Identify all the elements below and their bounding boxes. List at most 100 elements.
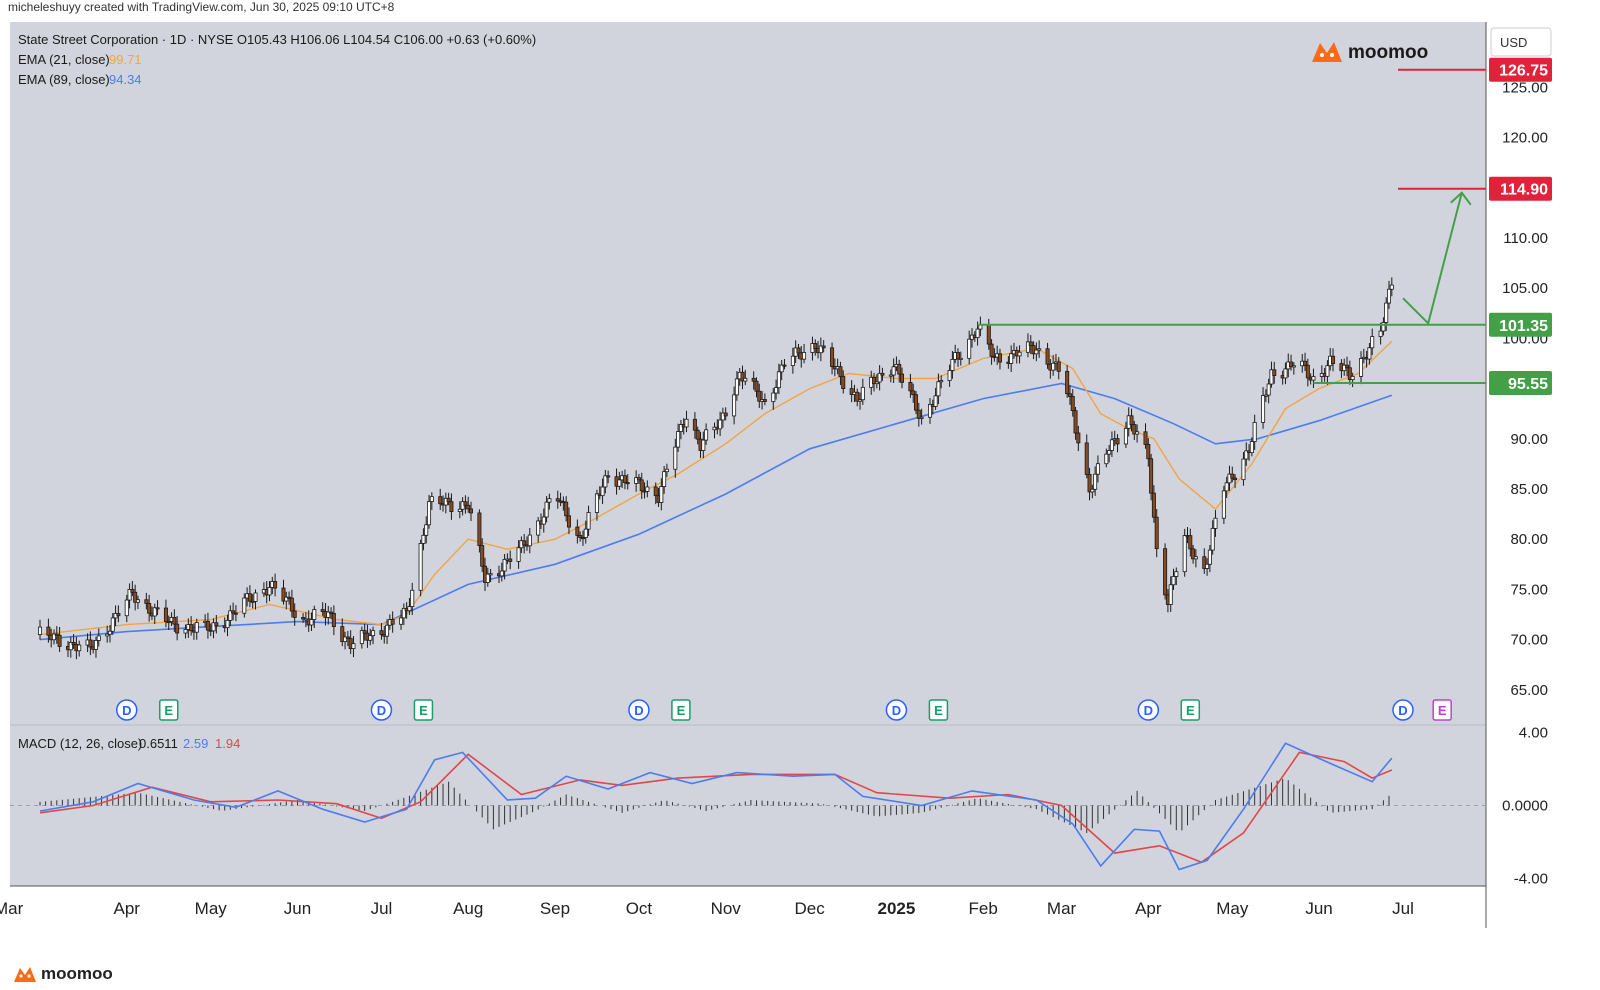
price-candle xyxy=(242,593,247,618)
price-candle xyxy=(625,474,630,490)
level-badge xyxy=(1489,371,1552,396)
price-candle xyxy=(105,625,110,643)
brand-name: moomoo xyxy=(1348,42,1428,63)
price-candle xyxy=(463,495,468,514)
price-tick-label: 70.00 xyxy=(1510,632,1548,649)
price-candle xyxy=(936,373,941,405)
price-candle xyxy=(516,540,521,569)
earnings-marker xyxy=(928,699,949,721)
price-candle xyxy=(1311,368,1316,388)
price-candle xyxy=(273,573,278,597)
price-candle xyxy=(541,508,546,533)
ema21-legend-value: 99.71 xyxy=(109,52,142,67)
macd-tick-label: 0.0000 xyxy=(1502,798,1548,815)
price-candle xyxy=(155,600,160,616)
price-candle xyxy=(536,517,541,543)
price-candle xyxy=(488,568,493,583)
price-candle xyxy=(1224,476,1229,498)
price-tick-label: 110.00 xyxy=(1503,230,1548,247)
price-candle xyxy=(1149,453,1154,501)
time-tick-label: Mar xyxy=(0,899,24,918)
price-candle xyxy=(1090,484,1095,499)
price-candle xyxy=(1031,341,1036,360)
price-candle xyxy=(284,591,289,610)
price-candle xyxy=(477,509,482,553)
time-tick-label: May xyxy=(1216,899,1249,918)
price-candle xyxy=(163,599,168,628)
price-candle xyxy=(166,615,171,631)
projection-arrow-head xyxy=(1450,191,1472,206)
price-candle xyxy=(124,594,129,623)
level-label: 126.75 xyxy=(1499,63,1548,80)
price-candle xyxy=(790,347,795,374)
price-candle xyxy=(841,370,846,394)
price-candle xyxy=(1205,558,1210,576)
price-candle xyxy=(664,463,669,478)
price-candle xyxy=(678,420,683,440)
price-candle xyxy=(508,550,513,570)
earnings-marker-label: E xyxy=(1438,703,1447,718)
price-candle xyxy=(343,631,348,650)
earnings-marker xyxy=(1180,699,1201,721)
price-candle xyxy=(1303,352,1308,372)
time-tick-label: Mar xyxy=(1047,899,1077,918)
dividend-marker-label: D xyxy=(892,703,901,718)
price-candle xyxy=(594,489,599,521)
price-candle xyxy=(214,615,219,634)
price-candle xyxy=(96,628,101,647)
price-candle xyxy=(359,626,364,649)
price-candle xyxy=(1129,408,1134,432)
price-candle xyxy=(312,605,317,628)
price-candle xyxy=(1289,354,1294,371)
level-label: 95.55 xyxy=(1508,376,1548,393)
price-candle xyxy=(522,534,527,554)
price-candle xyxy=(1025,333,1030,358)
ema21-legend-label: EMA (21, close) xyxy=(18,52,110,67)
price-candle xyxy=(320,602,325,616)
price-candle xyxy=(874,374,879,389)
price-candle xyxy=(46,618,51,643)
price-candle xyxy=(617,471,622,490)
price-candle xyxy=(880,367,885,381)
price-candle xyxy=(997,348,1002,370)
price-candle xyxy=(838,361,843,386)
price-candle xyxy=(555,490,560,509)
price-candle xyxy=(723,407,728,421)
price-candle xyxy=(281,579,286,605)
price-candle xyxy=(967,330,972,365)
price-candle xyxy=(1115,434,1120,453)
price-candle xyxy=(947,364,952,387)
chart-credit: micheleshuyy created with TradingView.co… xyxy=(8,0,395,14)
time-tick-label: Nov xyxy=(711,899,742,918)
level-label: 101.35 xyxy=(1499,318,1548,335)
dividend-marker-label: D xyxy=(1398,703,1407,718)
time-tick-label: Apr xyxy=(114,899,141,918)
price-candle xyxy=(1095,455,1100,483)
price-tick-label: 75.00 xyxy=(1510,581,1548,598)
price-candle xyxy=(1132,420,1137,441)
price-candle xyxy=(1202,548,1207,574)
price-candle xyxy=(743,369,748,386)
price-candle xyxy=(1146,438,1151,467)
price-candle xyxy=(684,410,689,433)
price-candle xyxy=(600,478,605,505)
time-tick-label: Jul xyxy=(371,899,393,918)
price-candle xyxy=(385,619,390,645)
time-tick-label: Jul xyxy=(1392,899,1414,918)
price-candle xyxy=(1249,437,1254,457)
price-candle xyxy=(390,611,395,633)
price-candle xyxy=(1261,387,1266,429)
price-candle xyxy=(1056,357,1061,380)
price-tick-label: 65.00 xyxy=(1510,682,1548,699)
price-candle xyxy=(916,402,921,427)
price-candle xyxy=(950,350,955,379)
price-candle xyxy=(1347,360,1352,385)
price-tick-label: 80.00 xyxy=(1510,531,1548,548)
bottom-brand-logo: moomoo xyxy=(12,962,113,986)
price-candle xyxy=(1193,549,1198,568)
price-candle xyxy=(329,607,334,620)
ema89-legend-label: EMA (89, close) xyxy=(18,72,110,87)
price-candle xyxy=(622,469,627,490)
price-candle xyxy=(732,386,737,425)
price-candle xyxy=(928,398,933,424)
